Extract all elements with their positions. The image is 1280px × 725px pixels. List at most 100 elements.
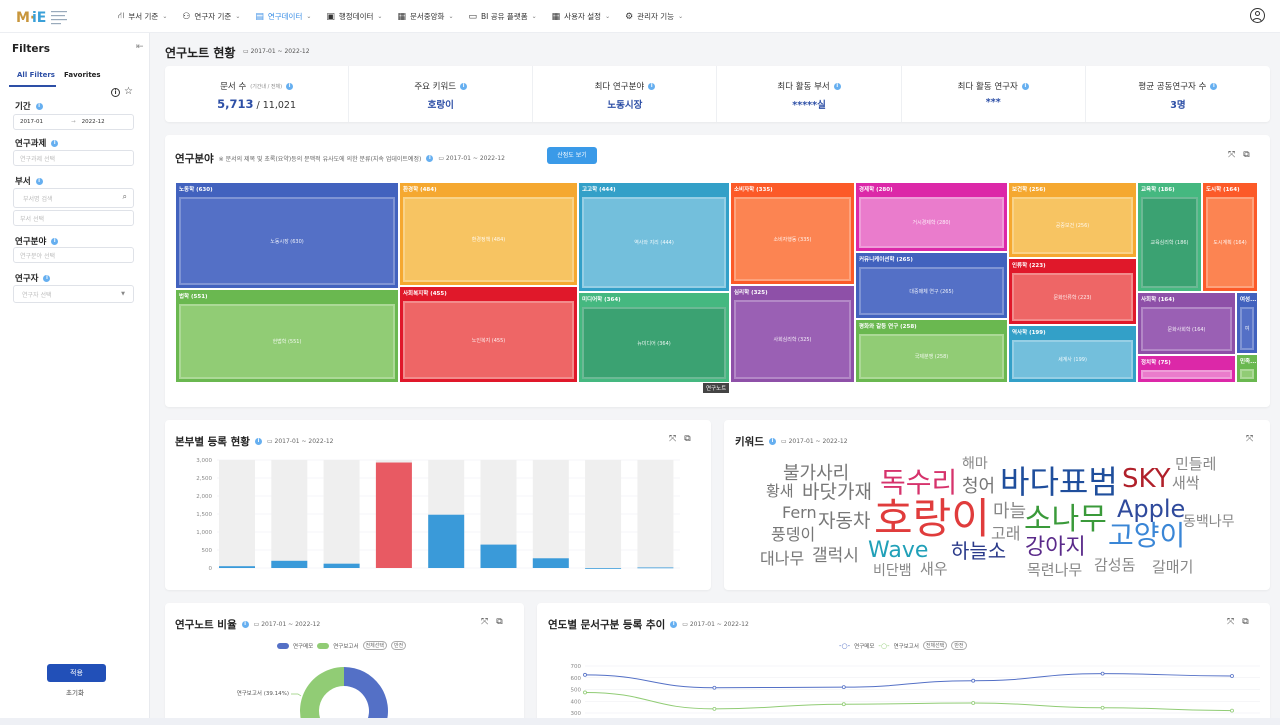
save-image-icon[interactable]: ⧉ (684, 434, 691, 444)
nav-item-4[interactable]: ▦ 문서중앙화 ⌄ (397, 11, 453, 22)
keyword[interactable]: 갈매기 (1152, 558, 1194, 576)
project-select[interactable]: 연구과제 선택 (13, 150, 134, 166)
treemap-node[interactable]: 보건학 (256) 공중보건 (256) (1008, 182, 1137, 258)
keyword[interactable]: 풍뎅이 (771, 525, 816, 544)
keyword[interactable]: SKY (1122, 464, 1171, 494)
info-icon[interactable]: i (460, 82, 468, 90)
save-image-icon[interactable]: ⧉ (1243, 150, 1250, 160)
donut-slice[interactable] (316, 667, 388, 725)
data-point[interactable] (971, 678, 976, 683)
info-icon[interactable]: i (286, 82, 294, 90)
treemap-child-node[interactable]: 세계사 (199) (1012, 340, 1133, 379)
treemap-child-node[interactable]: 노인복지 (455) (403, 301, 574, 379)
data-point[interactable] (1230, 708, 1234, 713)
nav-item-7[interactable]: ⚙ 관리자 기능 ⌄ (625, 11, 683, 22)
info-icon[interactable]: i (254, 438, 262, 445)
treemap-child-node[interactable]: 문화사회학 (164) (1141, 307, 1232, 351)
treemap-child-node[interactable] (1141, 370, 1232, 379)
bar[interactable] (323, 563, 360, 568)
expand-icon[interactable]: ⤧ (1227, 617, 1235, 627)
keyword[interactable]: 감성돔 (1094, 556, 1136, 574)
keyword[interactable]: 동백나무 (1183, 514, 1235, 530)
expand-icon[interactable]: ⤧ (1228, 150, 1236, 160)
treemap-child-node[interactable]: 노동시장 (630) (179, 197, 395, 285)
star-icon[interactable]: ☆ (124, 86, 133, 97)
info-icon[interactable]: i (35, 177, 43, 185)
bar[interactable] (375, 462, 412, 568)
keyword[interactable]: 청어 (962, 476, 996, 497)
treemap-child-node[interactable]: 뉴미디어 (364) (582, 307, 726, 379)
info-icon[interactable]: i (833, 82, 841, 90)
keyword[interactable]: 불가사리 (783, 463, 850, 484)
keyword[interactable]: 고양이 (1108, 519, 1186, 552)
tab-all-filters[interactable]: All Filters (17, 71, 55, 79)
keyword[interactable]: 소나무 (1024, 502, 1107, 537)
period-end[interactable]: 2022-12 (81, 119, 105, 125)
save-image-icon[interactable]: ⧉ (496, 617, 503, 627)
info-icon[interactable]: i (1021, 82, 1029, 90)
donut-slice[interactable] (300, 667, 344, 725)
keyword[interactable]: Wave (868, 538, 929, 563)
treemap-node[interactable]: 환경학 (484) 환경정책 (484) (399, 182, 578, 286)
treemap-child-node[interactable]: 문화인류학 (223) (1012, 273, 1133, 321)
keyword[interactable]: Fern (782, 503, 817, 522)
data-point[interactable] (1230, 674, 1234, 678)
bar[interactable] (585, 568, 622, 569)
dept-select[interactable]: 부서 선택 (13, 210, 134, 226)
researcher-select[interactable]: 연구자 선택 ▼ (13, 285, 134, 303)
logo[interactable]: M· iE (16, 7, 70, 27)
nav-item-2[interactable]: ▤ 연구데이터 ⌄ (255, 11, 311, 22)
info-icon[interactable]: i (43, 274, 51, 282)
nav-item-1[interactable]: ⚇ 연구자 기준 ⌄ (182, 11, 240, 22)
legend-item[interactable]: 연구보고서 (333, 643, 359, 650)
treemap-child-node[interactable]: 역사와 지리 (444) (582, 197, 726, 288)
info-icon[interactable]: i (51, 139, 59, 147)
nav-item-6[interactable]: ▦ 사용자 설정 ⌄ (552, 11, 610, 22)
bar[interactable] (219, 566, 255, 568)
dept-search-input[interactable]: 부서명 검색 ⌕ (13, 188, 134, 208)
bar[interactable] (271, 560, 308, 568)
treemap-node[interactable]: 여성... 여 (1236, 292, 1258, 354)
info-icon[interactable]: i (768, 438, 776, 445)
collapse-sidebar-icon[interactable]: ⇤ (136, 42, 144, 52)
data-point[interactable] (583, 672, 587, 677)
data-point[interactable] (583, 690, 587, 695)
treemap-child-node[interactable]: 소비자행동 (335) (734, 197, 851, 281)
keyword[interactable]: 바닷가재 (802, 481, 872, 503)
data-point[interactable] (971, 701, 976, 705)
keyword[interactable]: 비단뱀 (873, 563, 912, 579)
treemap-child-node[interactable]: 교육심리학 (186) (1141, 197, 1198, 288)
keyword[interactable]: 마늘 (993, 501, 1027, 522)
treemap-child-node[interactable]: 공중보건 (256) (1012, 197, 1133, 254)
keyword[interactable]: 민들레 (1175, 455, 1217, 473)
keyword[interactable]: 새싹 (1172, 474, 1200, 492)
treemap-child-node[interactable]: 대중매체 연구 (265) (859, 267, 1004, 315)
treemap-node[interactable]: 민족... (1236, 354, 1258, 383)
expand-icon[interactable]: ⤧ (669, 434, 677, 444)
keyword[interactable]: 자동차 (818, 510, 871, 532)
treemap-node[interactable]: 사회학 (164) 문화사회학 (164) (1137, 292, 1236, 355)
keyword[interactable]: 목련나무 (1027, 561, 1083, 579)
treemap-node[interactable]: 소비자학 (335) 소비자행동 (335) (730, 182, 855, 285)
data-point[interactable] (841, 702, 846, 707)
keyword[interactable]: 해마 (962, 456, 988, 472)
data-point[interactable] (712, 706, 717, 711)
scatter-view-button[interactable]: 산점도 보기 (547, 147, 597, 164)
treemap-node[interactable]: 커뮤니케이션학 (265) 대중매체 연구 (265) (855, 252, 1008, 319)
nav-item-0[interactable]: ⛙ 부서 기준 ⌄ (118, 11, 167, 22)
info-icon[interactable]: i (111, 88, 120, 97)
invert-button[interactable]: 반전 (951, 641, 967, 650)
keyword[interactable]: 대나무 (760, 549, 805, 568)
select-all-button[interactable]: 전체선택 (362, 641, 387, 650)
bar[interactable] (532, 558, 569, 568)
keyword[interactable]: 호랑이 (874, 494, 990, 543)
keyword[interactable]: Apple (1117, 495, 1186, 523)
bar[interactable] (428, 514, 465, 568)
info-icon[interactable]: i (241, 621, 249, 628)
expand-icon[interactable]: ⤧ (1246, 434, 1254, 444)
treemap-node[interactable]: 심리학 (325) 사회심리학 (325) (730, 285, 855, 383)
keyword[interactable]: 갤럭시 (812, 546, 859, 566)
data-point[interactable] (1100, 671, 1105, 676)
treemap-child-node[interactable]: 헌법학 (551) (179, 304, 395, 379)
save-image-icon[interactable]: ⧉ (1242, 617, 1249, 627)
